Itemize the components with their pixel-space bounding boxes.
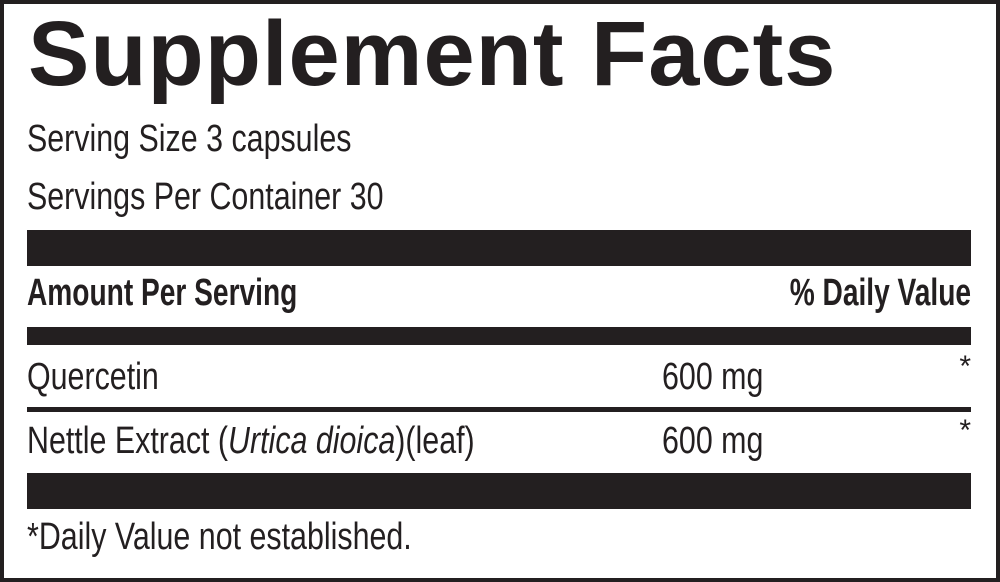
servings-per-container: Servings Per Container 30 [27,176,384,218]
ingredient-dv: * [959,350,971,383]
ingredient-name: Quercetin [27,356,159,398]
daily-value-header: % Daily Value [789,272,971,314]
amount-per-serving-header: Amount Per Serving [27,272,298,314]
ingredient-amount: 600 mg [662,420,764,462]
serving-size: Serving Size 3 capsules [27,118,352,160]
thick-divider [27,473,971,509]
thin-divider [27,407,971,412]
label-title: Supplement Facts [28,3,837,105]
footnote: *Daily Value not established. [27,516,412,558]
ingredient-dv: * [959,414,971,447]
ingredient-name: Nettle Extract (Urtica dioica)(leaf) [27,420,475,462]
ingredient-amount: 600 mg [662,356,764,398]
thick-divider [27,230,971,266]
medium-divider [27,327,971,345]
